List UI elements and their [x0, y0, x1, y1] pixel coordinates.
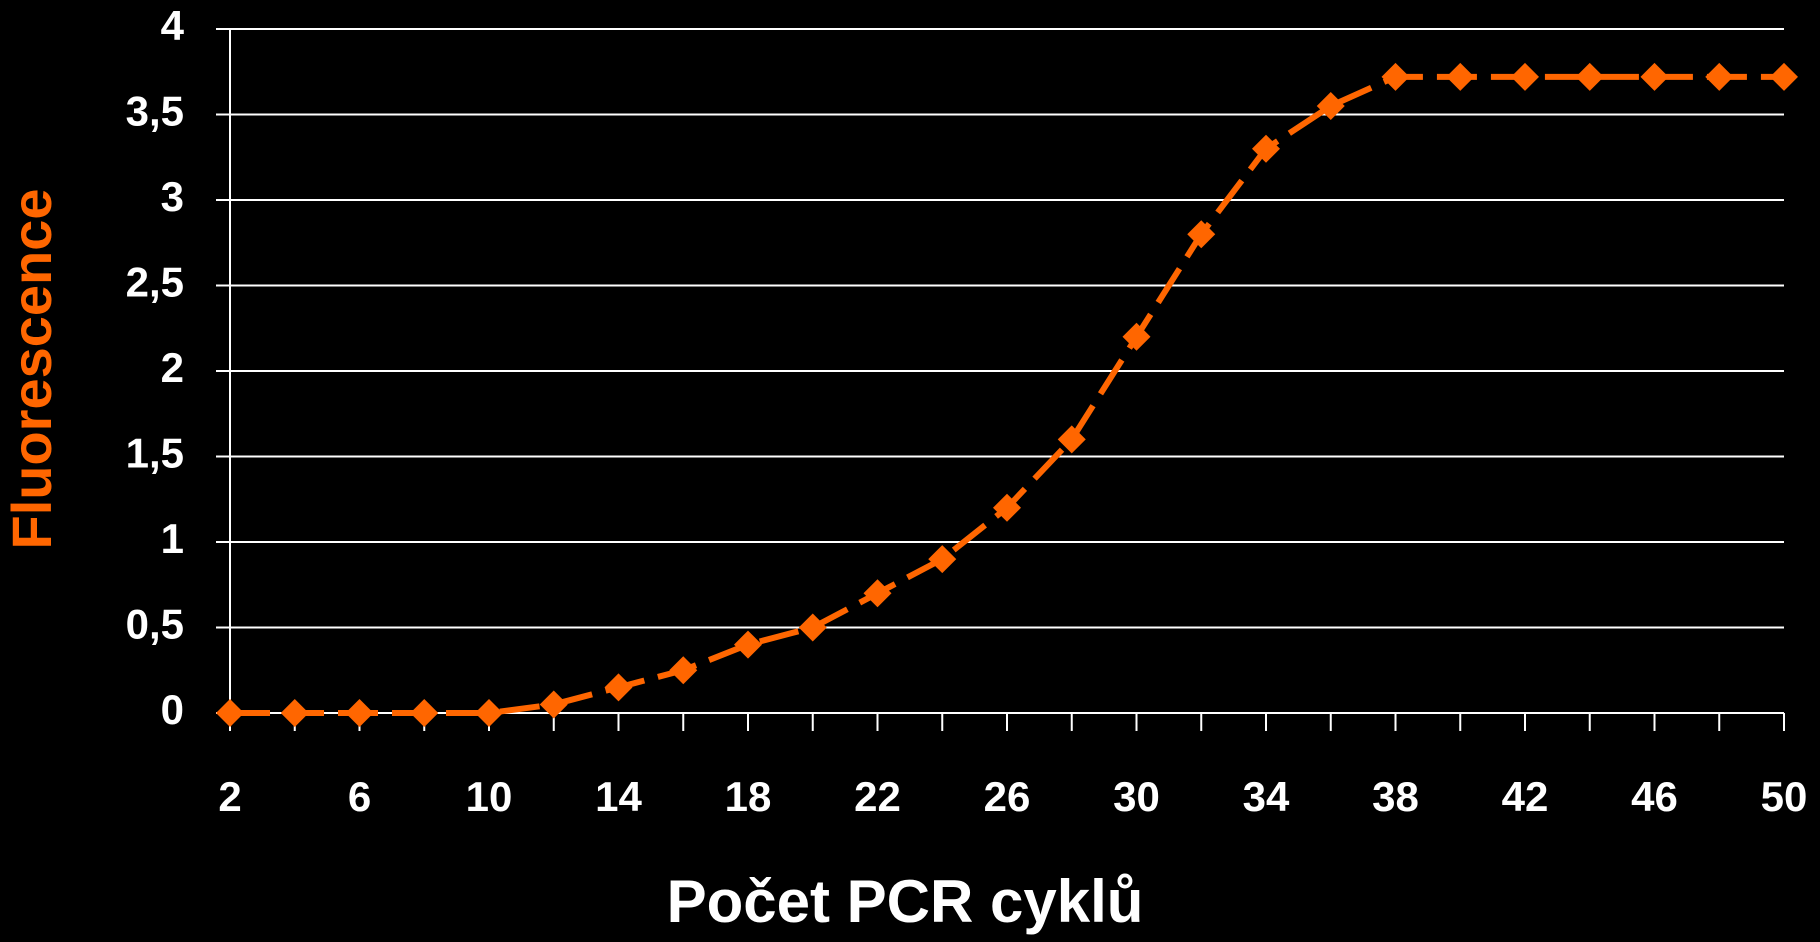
x-axis-title: Počet PCR cyklů [667, 868, 1144, 935]
y-tick-label: 3 [161, 173, 184, 220]
point-marker [475, 699, 503, 727]
point-marker [539, 690, 568, 719]
y-axis-title: Fluorescence [0, 188, 63, 549]
point-marker [280, 699, 309, 727]
x-tick-label: 10 [466, 773, 513, 820]
point-marker [1381, 62, 1410, 91]
y-tick-label: 4 [161, 2, 185, 49]
x-tick-label: 26 [984, 773, 1031, 820]
point-marker [928, 545, 957, 574]
y-tick-label: 2,5 [126, 259, 184, 306]
point-marker [1770, 62, 1798, 91]
x-tick-label: 30 [1113, 773, 1160, 820]
x-tick-label: 2 [218, 773, 241, 820]
point-marker [798, 613, 827, 642]
point-marker [1122, 322, 1151, 351]
x-tick-label: 50 [1761, 773, 1808, 820]
y-tick-label: 1 [161, 515, 184, 562]
point-marker [669, 656, 698, 685]
point-marker [1511, 62, 1539, 91]
point-marker [993, 493, 1021, 522]
x-tick-label: 46 [1631, 773, 1678, 820]
x-tick-label: 34 [1243, 773, 1290, 820]
point-marker [1252, 134, 1280, 163]
x-tick-label: 14 [595, 773, 642, 820]
y-tick-label: 0 [161, 686, 184, 733]
x-tick-label: 6 [348, 773, 371, 820]
point-marker [734, 630, 762, 659]
point-marker [863, 579, 892, 608]
point-marker [1187, 220, 1216, 249]
point-marker [216, 699, 244, 727]
point-marker [1705, 62, 1734, 91]
y-tick-label: 0,5 [126, 601, 184, 648]
y-tick-label: 3,5 [126, 88, 184, 135]
point-marker [604, 673, 633, 702]
point-marker [410, 699, 439, 727]
point-marker [1575, 62, 1604, 91]
y-tick-label: 1,5 [126, 430, 184, 477]
x-tick-label: 42 [1502, 773, 1549, 820]
y-tick-label: 2 [161, 344, 184, 391]
point-marker [1446, 62, 1475, 91]
point-marker [1316, 91, 1345, 120]
point-marker [1057, 425, 1086, 454]
point-marker [345, 699, 374, 727]
x-tick-label: 38 [1372, 773, 1419, 820]
point-marker [1640, 62, 1669, 91]
x-tick-label: 18 [725, 773, 772, 820]
x-tick-label: 22 [854, 773, 901, 820]
